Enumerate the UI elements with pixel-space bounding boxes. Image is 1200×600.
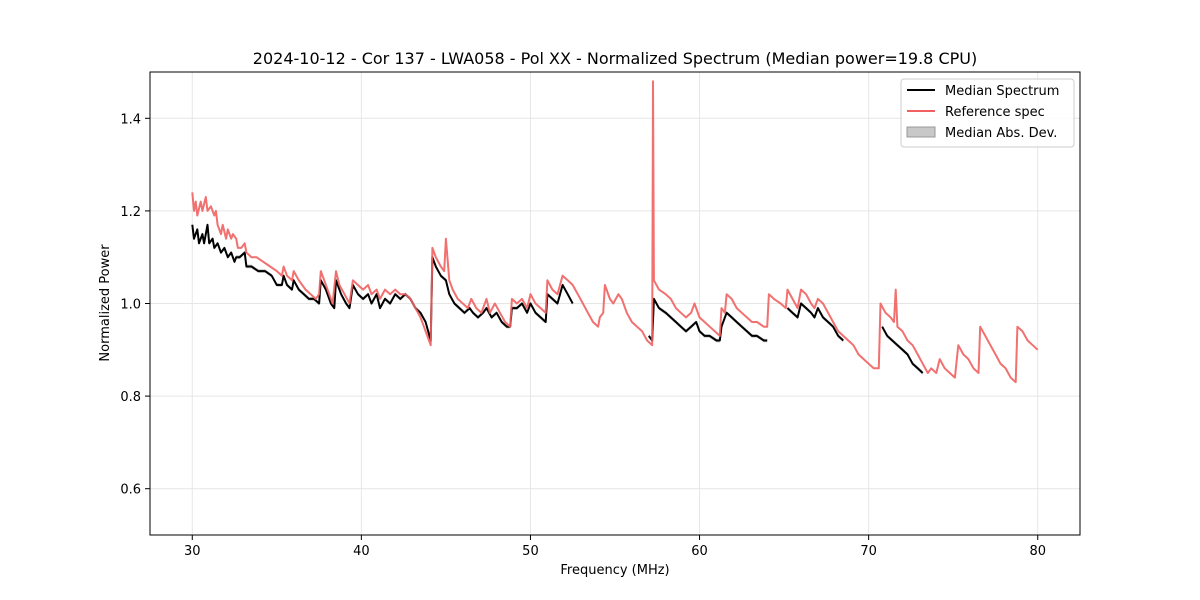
median-spectrum-line [786,302,844,342]
y-tick-label: 1.0 [120,298,141,313]
grid [150,72,1080,535]
x-tick-label: 60 [691,544,708,559]
x-tick-label: 70 [860,544,877,559]
median-spectrum-line [191,223,574,342]
x-tick-label: 80 [1029,544,1046,559]
mad-band [192,222,573,343]
x-tick-label: 40 [353,544,370,559]
x-axis-label: Frequency (MHz) [560,563,669,578]
legend-mad-label: Median Abs. Dev. [945,126,1057,141]
legend-reference-label: Reference spec [945,105,1045,120]
median-spectrum-line [881,326,924,374]
y-tick-label: 1.4 [120,112,141,127]
legend-box [900,78,1075,148]
legend: Median Spectrum Reference spec Median Ab… [900,78,1075,148]
chart-title: 2024-10-12 - Cor 137 - LWA058 - Pol XX -… [253,49,977,68]
legend-mad-swatch [906,126,936,138]
reference-spectrum-line [191,80,1039,384]
y-tick-label: 0.6 [120,483,141,498]
y-axis-label: Normalized Power [98,244,113,362]
y-tick-label: 1.2 [120,205,141,220]
ticks: 30 40 50 60 70 80 0.6 0.8 1.0 1.2 1.4 [120,112,1046,559]
x-tick-label: 50 [522,544,539,559]
legend-median-label: Median Spectrum [945,84,1059,99]
y-tick-label: 0.8 [120,390,141,405]
x-tick-label: 30 [184,544,201,559]
series-layer [191,80,1039,384]
median-spectrum-line [647,297,768,342]
